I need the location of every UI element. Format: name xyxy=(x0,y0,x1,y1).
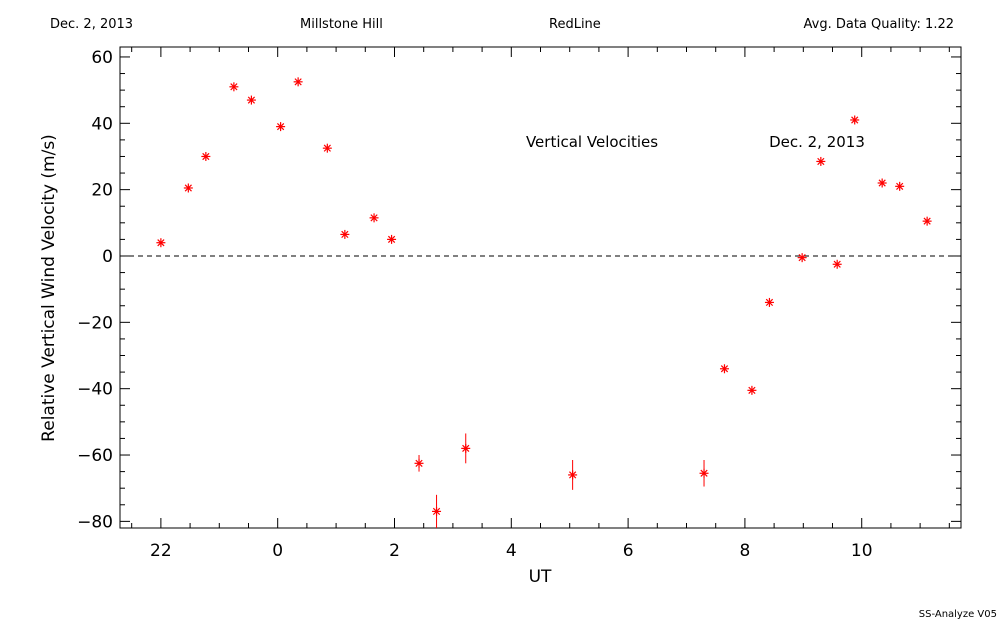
y-tick-label: −40 xyxy=(77,380,113,400)
data-point xyxy=(568,459,578,490)
data-point xyxy=(699,459,709,487)
data-point xyxy=(229,82,239,92)
y-tick-label: −20 xyxy=(77,313,113,333)
data-point xyxy=(246,95,256,105)
data-point xyxy=(461,433,471,464)
tick-marks xyxy=(120,47,961,528)
data-point xyxy=(432,494,442,528)
header-filter: RedLine xyxy=(549,17,601,32)
chart-annotation-title: Vertical Velocities xyxy=(526,133,658,151)
header-quality: Avg. Data Quality: 1.22 xyxy=(803,17,954,32)
y-tick-label: −60 xyxy=(77,446,113,466)
data-point xyxy=(369,213,379,223)
data-point xyxy=(322,143,332,153)
footer-version: SS-Analyze V05 xyxy=(918,609,997,620)
data-point xyxy=(340,229,350,239)
x-tick-label: 22 xyxy=(150,541,172,561)
header-site: Millstone Hill xyxy=(300,17,383,32)
data-point xyxy=(922,216,932,226)
data-point xyxy=(747,385,757,395)
plot-frame xyxy=(119,46,962,529)
data-point xyxy=(719,364,729,374)
y-tick-label: 40 xyxy=(91,114,113,134)
data-point xyxy=(201,151,211,161)
data-point xyxy=(293,77,303,87)
x-tick-label: 8 xyxy=(739,541,750,561)
y-tick-label: 60 xyxy=(91,48,113,68)
x-tick-label: 4 xyxy=(506,541,517,561)
x-axis-label: UT xyxy=(529,567,552,587)
x-tick-label: 0 xyxy=(272,541,283,561)
data-point xyxy=(156,238,166,248)
data-point xyxy=(276,122,286,132)
data-points xyxy=(156,77,932,528)
y-tick-label: 0 xyxy=(102,247,113,267)
data-point xyxy=(183,183,193,193)
x-tick-labels: 22 0 2 4 6 8 10 xyxy=(150,541,872,561)
data-point xyxy=(816,156,826,166)
y-tick-label: −80 xyxy=(77,512,113,532)
data-point xyxy=(895,181,905,191)
x-tick-label: 10 xyxy=(851,541,873,561)
data-point xyxy=(764,297,774,307)
data-point xyxy=(414,455,424,472)
y-tick-label: 20 xyxy=(91,181,113,201)
x-tick-label: 6 xyxy=(623,541,634,561)
x-tick-label: 2 xyxy=(389,541,400,561)
data-point xyxy=(797,253,807,263)
data-point xyxy=(850,115,860,125)
data-point xyxy=(387,234,397,244)
data-point xyxy=(832,259,842,269)
y-tick-labels: −80 −60 −40 −20 0 20 40 60 xyxy=(77,48,113,532)
chart-annotation-date: Dec. 2, 2013 xyxy=(769,133,865,151)
y-axis-label: Relative Vertical Wind Velocity (m/s) xyxy=(39,134,59,442)
data-point xyxy=(877,178,887,188)
header-date: Dec. 2, 2013 xyxy=(50,17,134,32)
